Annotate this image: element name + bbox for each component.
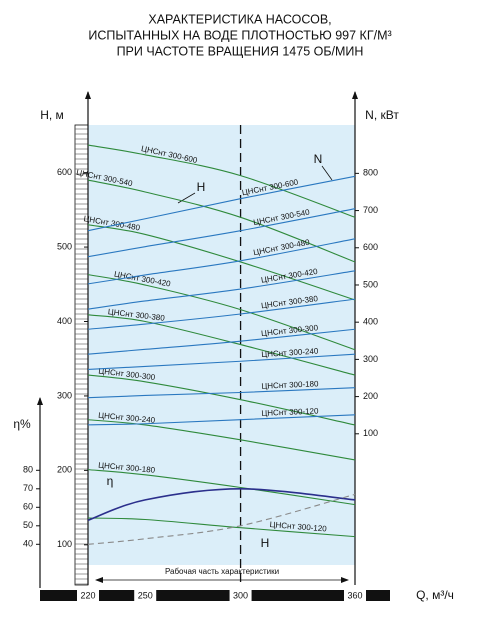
y2-tick-label: 500 (363, 279, 378, 289)
title-line: ИСПЫТАННЫХ НА ВОДЕ ПЛОТНОСТЬЮ 997 КГ/М³ (88, 28, 391, 42)
curve (87, 414, 356, 426)
curve (87, 419, 356, 461)
y-tick-label: 200 (57, 465, 72, 475)
title-line: ХАРАКТЕРИСТИКА НАСОСОВ, (148, 12, 331, 26)
plot-background (88, 125, 355, 565)
curve (87, 298, 356, 330)
curve-label: ЦНСнт 300-240 (261, 347, 319, 360)
leader-line (177, 192, 196, 204)
y3-tick-label: 40 (23, 539, 33, 549)
y2-tick-label: 700 (363, 205, 378, 215)
curve (87, 374, 356, 426)
y2-axis-label: N, кВт (365, 108, 399, 122)
y3-axis-label: η% (13, 417, 31, 431)
x-axis-label: Q, м³/ч (416, 588, 454, 602)
curve-label: ЦНСнт 300-120 (269, 520, 327, 533)
x-tick-gap (344, 590, 366, 601)
x-tick-gap (134, 590, 157, 601)
curve (87, 353, 356, 370)
y3-tick-label: 50 (23, 520, 33, 530)
y3-tick-label: 70 (23, 483, 33, 493)
curve (87, 179, 356, 263)
annotation: Рабочая часть характеристики (165, 567, 279, 576)
curve-label: ЦНСнт 300-180 (261, 379, 319, 390)
annotation: N (314, 152, 323, 166)
y-tick-label: 600 (57, 167, 72, 177)
curve (87, 175, 356, 232)
x-tick-label: 250 (138, 590, 153, 600)
leader-line (321, 165, 333, 181)
x-axis-bar (40, 590, 390, 601)
title-line: ПРИ ЧАСТОТЕ ВРАЩЕНИЯ 1475 ОБ/МИН (117, 44, 364, 58)
curve (87, 469, 356, 506)
y2-tick-label: 600 (363, 242, 378, 252)
curve (87, 144, 356, 218)
ruler-strip (74, 124, 89, 586)
y2-tick-label: 100 (363, 428, 378, 438)
y-tick-label: 500 (57, 241, 72, 251)
curve (87, 328, 356, 355)
curve (87, 387, 356, 399)
x-tick-gap (229, 590, 252, 601)
x-tick-label: 300 (233, 590, 248, 600)
curve (87, 314, 356, 376)
y-tick-label: 300 (57, 390, 72, 400)
x-tick-gap (77, 590, 99, 601)
curve (87, 238, 356, 285)
curve (87, 224, 356, 301)
y-tick-label: 100 (57, 539, 72, 549)
curve (87, 208, 356, 258)
curve-label: ЦНСнт 300-120 (261, 406, 319, 417)
annotation: H (197, 180, 206, 194)
y2-tick-label: 800 (363, 168, 378, 178)
curve-label: η (107, 474, 114, 488)
curve (87, 517, 356, 538)
curve-label: H (261, 536, 270, 550)
curve (87, 270, 356, 310)
y2-tick-label: 200 (363, 391, 378, 401)
x-tick-label: 360 (347, 590, 362, 600)
y2-tick-label: 300 (363, 354, 378, 364)
curve (87, 487, 356, 522)
y-tick-label: 400 (57, 316, 72, 326)
y3-tick-label: 80 (23, 465, 33, 475)
y2-tick-label: 400 (363, 317, 378, 327)
y-axis-label: H, м (40, 108, 64, 122)
x-tick-label: 220 (80, 590, 95, 600)
y3-tick-label: 60 (23, 502, 33, 512)
